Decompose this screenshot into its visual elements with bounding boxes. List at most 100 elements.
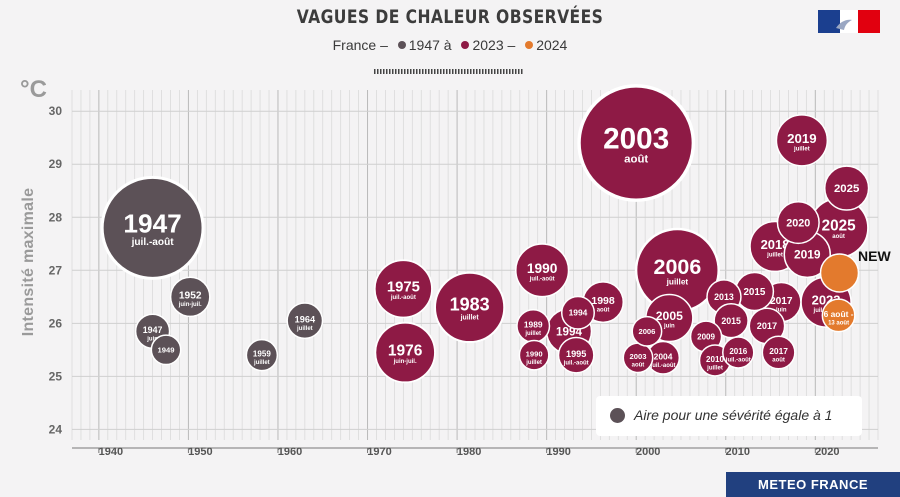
bubble-year-label: 1990	[526, 350, 543, 359]
heatwave-bubble	[776, 201, 820, 245]
bubble-year-label: 2019	[787, 131, 816, 146]
chart-subtitle: France – 1947 à 2023 – 2024	[0, 37, 900, 53]
bubble-year-label: 1947	[143, 325, 163, 335]
bubble-period-label: juil.-août	[563, 360, 589, 366]
bubble-year-label: 2017	[769, 346, 788, 356]
heatwave-bubble	[775, 114, 829, 167]
size-legend-bubble	[610, 408, 625, 423]
size-legend-text: Aire pour une sévérité égale à 1	[634, 407, 833, 423]
new-badge: NEW	[858, 248, 891, 264]
bubble-year-label: 1989	[524, 320, 543, 330]
subtitle-range-1: 1947 à	[408, 37, 452, 53]
y-axis-label: Intensité maximale	[20, 187, 37, 337]
heatwave-bubble	[761, 335, 796, 370]
bubble-period-label: juin	[146, 336, 158, 342]
bubble-period-label: 13 août	[828, 320, 849, 326]
bubble-period-label: juil.-août	[650, 363, 676, 369]
y-tick-label: 25	[49, 369, 63, 383]
bubble-year-label: 2005	[656, 309, 683, 323]
bubble-period-label: juil.-août	[725, 357, 751, 363]
heatwave-bubble	[631, 315, 663, 347]
x-tick-label: 2010	[726, 446, 750, 458]
bubble-period-label: juillet	[253, 360, 270, 366]
heatwave-bubble	[100, 175, 205, 280]
bubble-year-label: 2013	[714, 292, 734, 302]
heatwave-bubble	[150, 334, 182, 366]
bubble-period-label: juin-juil.	[178, 302, 202, 308]
bubble-year-label: 2006	[638, 327, 655, 336]
heatwave-bubble	[557, 336, 595, 374]
bubble-year-label: 1952	[179, 291, 202, 302]
bubble-period-label: juil.-août	[390, 295, 416, 301]
bubble-period-label: juin	[775, 307, 787, 313]
heatwave-bubble	[722, 336, 755, 369]
x-tick-label: 1970	[367, 446, 391, 458]
heatwave-bubble	[514, 243, 570, 298]
bubble-year-label: 1990	[527, 261, 558, 276]
bubble-period-label: août	[624, 154, 648, 166]
bubble-period-label: juin	[663, 324, 675, 330]
heatwave-bubble	[373, 259, 433, 319]
heatwave-bubble	[169, 276, 211, 318]
heatwave-bubble	[823, 165, 870, 211]
legend-dot-2024	[525, 41, 534, 49]
bubble-year-label: 1983	[450, 295, 490, 315]
bubble-period-label: juil.-août	[529, 276, 555, 282]
bubble-period-label: juillet	[296, 326, 313, 332]
bubble-year-label: 2016	[729, 347, 747, 356]
bubble-period-label: juillet	[706, 365, 723, 371]
bubble-period-label: août	[832, 234, 845, 240]
bubble-year-label: 1964	[295, 314, 316, 324]
x-tick-label: 1960	[278, 446, 302, 458]
bubble-year-label: 1959	[253, 350, 271, 359]
y-tick-label: 24	[49, 422, 63, 436]
subtitle-range-2: 2023 –	[472, 37, 516, 53]
bubble-year-label: 1994	[569, 308, 588, 318]
meteo-france-brand: METEO FRANCE	[726, 472, 900, 497]
y-tick-label: 27	[49, 263, 63, 277]
x-tick-label: 1980	[457, 446, 481, 458]
bubble-year-label: 2015	[721, 316, 741, 326]
bubble-year-label: 2004	[654, 351, 673, 361]
heatwave-bubble	[245, 338, 279, 372]
x-tick-label: 2000	[636, 446, 660, 458]
bubble-year-label: 1949	[158, 346, 175, 355]
bubble-period-label: juillet	[525, 360, 542, 366]
bubble-year-label: 2003	[603, 122, 669, 155]
bubble-period-label: juillet	[793, 146, 810, 152]
heatwave-bubble	[560, 295, 595, 330]
heatwave-bubble	[819, 253, 860, 293]
bubble-year-label: 2020	[786, 217, 810, 229]
bubble-year-label: 2017	[770, 296, 793, 307]
legend-dot-2023	[461, 41, 470, 49]
y-tick-label: 28	[49, 210, 63, 224]
heatwave-bubble	[433, 271, 506, 344]
bubble-period-label: août	[632, 363, 645, 369]
bubble-period-label: août	[772, 358, 785, 364]
heatwave-bubble	[286, 302, 324, 340]
y-tick-label: 29	[49, 157, 63, 171]
x-tick-label: 1950	[188, 446, 212, 458]
bubble-year-label: 2006	[654, 255, 702, 279]
heatwave-bubble	[577, 84, 696, 202]
bubble-period-label: juillet	[666, 277, 689, 286]
bubble-year-label: 2015	[743, 287, 765, 298]
bubble-year-label: 2009	[697, 332, 715, 341]
subtitle-range-3: 2024	[536, 37, 568, 53]
x-tick-label: 2020	[815, 446, 839, 458]
heatwave-bubble	[821, 298, 856, 333]
legend-dot-1947	[397, 41, 406, 49]
bubble-year-label: 1995	[566, 349, 586, 359]
bubble-year-label: 2019	[794, 248, 821, 262]
bubble-year-label: 6 août -	[824, 309, 854, 319]
heatwave-bubble	[713, 302, 749, 339]
republique-francaise-logo	[818, 10, 880, 33]
bubble-year-label: 2017	[757, 321, 777, 331]
bubble-year-label: 2025	[834, 183, 860, 195]
heatwave-bubble	[518, 339, 550, 371]
size-legend: Aire pour une sévérité égale à 1	[596, 396, 862, 436]
bubble-period-label: juillet	[524, 331, 541, 337]
heatwave-bubble	[374, 321, 436, 384]
bubble-year-label: 2025	[822, 218, 856, 235]
